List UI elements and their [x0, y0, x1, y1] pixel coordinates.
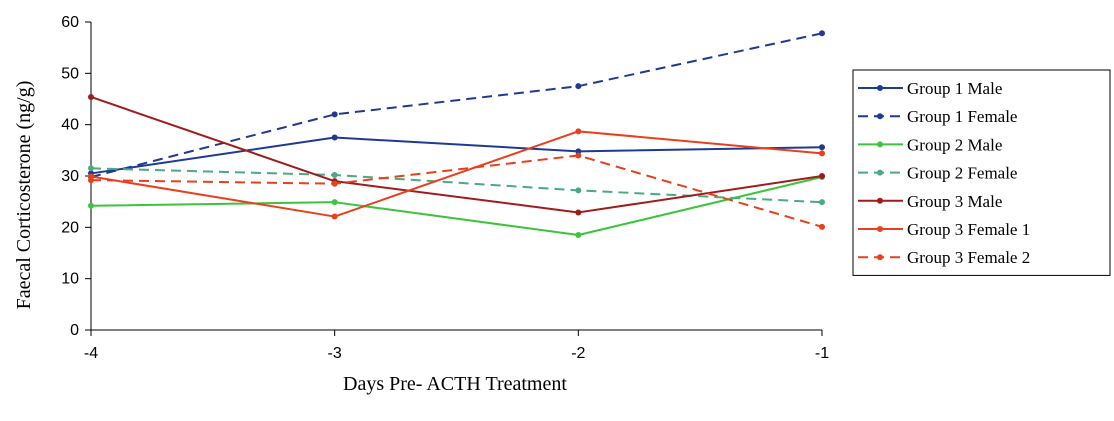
data-point — [88, 165, 94, 172]
data-point — [88, 202, 94, 209]
data-point — [575, 148, 582, 155]
legend-swatch-marker — [877, 85, 883, 91]
legend-swatch-marker — [877, 141, 883, 148]
series-line — [90, 96, 823, 214]
y-tick-label: 0 — [70, 322, 79, 339]
legend-swatch-marker — [877, 226, 883, 232]
x-tick-label: -1 — [815, 345, 829, 362]
legend-item: Group 2 Female — [858, 164, 1017, 183]
y-tick-label: 30 — [61, 168, 79, 185]
legend-label: Group 2 Male — [907, 135, 1002, 154]
legend-item: Group 1 Male — [858, 79, 1002, 98]
y-tick-label: 60 — [61, 14, 79, 31]
legend-swatch-marker — [877, 197, 883, 204]
series-layer — [88, 30, 825, 239]
series-0 — [88, 134, 825, 177]
legend-item: Group 2 Male — [858, 135, 1002, 154]
data-point — [819, 173, 825, 179]
data-point — [819, 223, 825, 230]
data-point — [575, 187, 582, 194]
legend-label: Group 3 Male — [907, 192, 1002, 211]
y-axis-title: Faecal Corticosterone (ng/g) — [13, 81, 35, 310]
legend: Group 1 Male Group 1 Female Group 2 Male Gr… — [852, 69, 1111, 276]
series-line — [90, 176, 823, 237]
series-6 — [88, 152, 825, 230]
legend-swatch-marker — [877, 254, 883, 261]
data-point — [819, 144, 825, 151]
data-point — [88, 93, 94, 100]
data-point — [331, 111, 338, 118]
x-axis-title: Days Pre- ACTH Treatment — [343, 373, 567, 395]
y-tick-label: 10 — [61, 271, 79, 288]
x-tick-label: -3 — [328, 345, 342, 362]
x-tick-label: -2 — [571, 345, 585, 362]
data-point — [819, 30, 825, 37]
series-line — [90, 167, 823, 204]
legend-swatch-marker — [877, 113, 883, 120]
data-point — [331, 134, 338, 141]
y-tick-label: 40 — [61, 117, 79, 134]
legend-label: Group 3 Female 1 — [907, 220, 1030, 239]
y-tick-label: 20 — [61, 219, 79, 236]
series-line — [90, 130, 823, 218]
y-tick-label: 50 — [61, 65, 79, 82]
data-point — [819, 199, 825, 206]
data-point — [575, 232, 582, 239]
legend-item: Group 3 Male — [858, 192, 1002, 211]
data-point — [88, 177, 94, 184]
data-point — [331, 180, 338, 187]
data-point — [575, 128, 582, 135]
legend-item: Group 3 Female 1 — [858, 220, 1030, 239]
legend-swatch-marker — [877, 169, 883, 176]
series-line — [90, 32, 823, 178]
data-point — [331, 171, 338, 178]
data-point — [331, 199, 338, 206]
legend-label: Group 1 Male — [907, 79, 1002, 98]
data-point — [575, 83, 582, 90]
legend-label: Group 1 Female — [907, 107, 1017, 126]
series-3 — [88, 165, 825, 206]
series-5 — [88, 128, 825, 220]
series-2 — [88, 174, 825, 239]
series-line — [90, 154, 823, 228]
legend-label: Group 3 Female 2 — [907, 248, 1030, 267]
data-point — [575, 209, 582, 216]
x-tick-label: -4 — [84, 345, 98, 362]
series-line — [90, 136, 823, 175]
legend-label: Group 2 Female — [907, 164, 1017, 183]
legend-item: Group 1 Female — [858, 107, 1017, 126]
legend-item: Group 3 Female 2 — [858, 248, 1030, 267]
axes: 0 10 20 30 40 50 60 -4 -3 -2 -1 — [61, 14, 829, 362]
data-point — [575, 152, 582, 159]
data-point — [331, 213, 338, 220]
data-point — [819, 150, 825, 157]
